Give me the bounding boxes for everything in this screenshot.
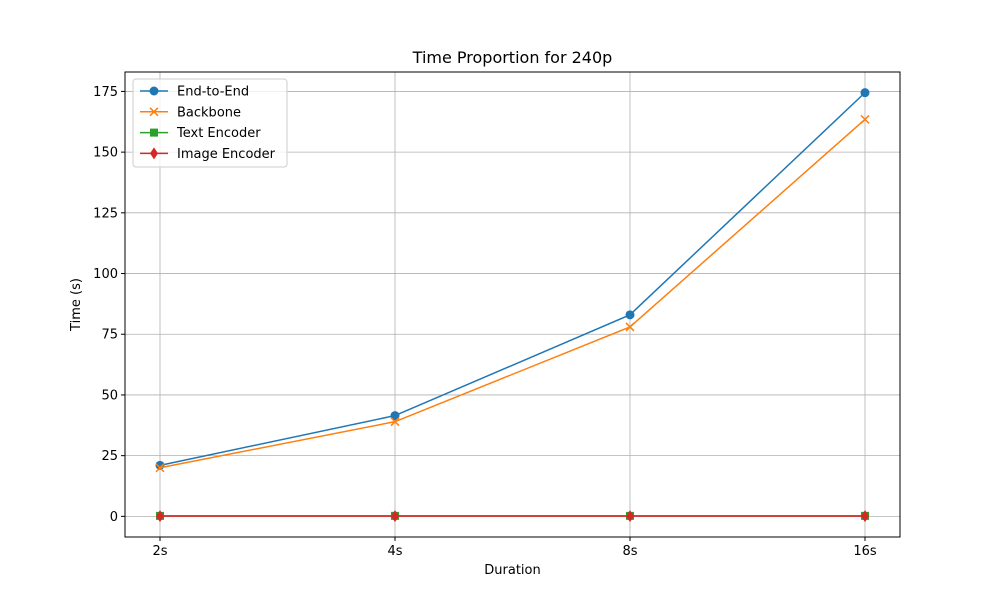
y-tick-label: 0 bbox=[110, 510, 118, 525]
legend: End-to-End Backbone Text Encoder Image Enco… bbox=[132, 78, 288, 168]
y-tick-label: 150 bbox=[93, 146, 118, 161]
series-3 bbox=[156, 510, 869, 523]
legend-label: Image Encoder bbox=[177, 147, 276, 162]
data-point bbox=[390, 411, 400, 421]
legend-label: End-to-End bbox=[177, 85, 249, 100]
plot-frame bbox=[124, 71, 901, 538]
y-axis-label: Time (s) bbox=[69, 278, 84, 332]
data-point bbox=[861, 510, 869, 523]
legend-box bbox=[132, 78, 288, 168]
data-point bbox=[626, 510, 634, 523]
data-point bbox=[860, 88, 870, 98]
data-point bbox=[155, 463, 165, 473]
x-axis: 2s 4s 8s 16s bbox=[152, 537, 877, 559]
legend-label: Backbone bbox=[177, 105, 241, 120]
legend-marker bbox=[149, 107, 159, 117]
x-tick-label: 16s bbox=[853, 544, 877, 559]
series-layer bbox=[155, 88, 870, 523]
data-point bbox=[390, 417, 400, 427]
data-point bbox=[625, 322, 635, 332]
series-line bbox=[159, 92, 866, 467]
x-tick-label: 4s bbox=[387, 544, 402, 559]
legend-entry: Text Encoder bbox=[140, 126, 261, 141]
data-point bbox=[391, 510, 399, 523]
data-point bbox=[860, 114, 870, 124]
legend-label: Text Encoder bbox=[176, 126, 261, 141]
grid-lines bbox=[125, 72, 900, 537]
legend-marker bbox=[150, 128, 158, 137]
y-tick-label: 125 bbox=[93, 206, 118, 221]
legend-marker bbox=[149, 86, 159, 96]
legend-entry: Image Encoder bbox=[140, 147, 276, 162]
y-axis: 0 25 50 75 100 125 150 175 bbox=[93, 85, 125, 525]
y-tick-label: 75 bbox=[101, 328, 118, 343]
data-point bbox=[625, 310, 635, 320]
legend-entry: Backbone bbox=[140, 105, 241, 120]
x-axis-label: Duration bbox=[484, 563, 540, 578]
y-tick-label: 25 bbox=[101, 449, 118, 464]
y-tick-label: 100 bbox=[93, 267, 118, 282]
x-tick-label: 8s bbox=[622, 544, 637, 559]
series-line bbox=[159, 118, 866, 469]
legend-entry: End-to-End bbox=[140, 85, 249, 100]
legend-marker bbox=[150, 147, 158, 160]
data-point bbox=[156, 510, 164, 523]
chart-title: Time Proportion for 240p bbox=[412, 48, 613, 67]
x-tick-label: 2s bbox=[152, 544, 167, 559]
y-tick-label: 50 bbox=[101, 388, 118, 403]
y-tick-label: 175 bbox=[93, 85, 118, 100]
series-1 bbox=[155, 114, 870, 473]
